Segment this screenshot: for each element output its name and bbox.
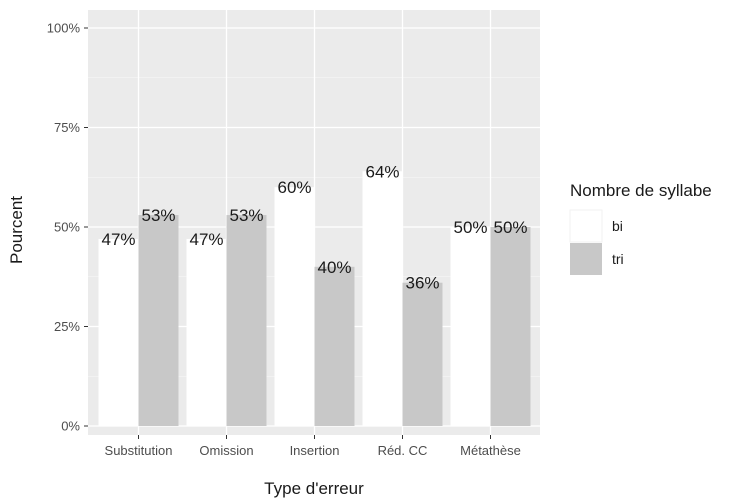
x-tick-label: Réd. CC <box>378 443 428 458</box>
y-axis-title: Pourcent <box>7 196 26 264</box>
data-label-tri: 53% <box>229 206 263 225</box>
x-tick-label: Insertion <box>290 443 340 458</box>
bar-tri <box>490 227 531 426</box>
bar-tri <box>138 215 179 426</box>
data-label-tri: 50% <box>493 218 527 237</box>
legend-label-bi: bi <box>612 218 623 234</box>
bar-bi <box>274 187 315 426</box>
x-axis-title: Type d'erreur <box>264 479 364 498</box>
bar-tri <box>314 266 355 426</box>
data-label-bi: 64% <box>365 162 399 181</box>
legend-key-tri <box>570 243 602 275</box>
y-tick-label: 0% <box>61 419 80 434</box>
bar-bi <box>362 171 403 426</box>
y-tick-label: 25% <box>54 319 80 334</box>
data-label-bi: 47% <box>189 230 223 249</box>
legend: Nombre de syllabe bi tri <box>569 181 712 275</box>
legend-key-bi <box>569 209 603 243</box>
legend-title: Nombre de syllabe <box>570 181 712 200</box>
bar-bi <box>186 238 227 426</box>
data-label-tri: 53% <box>141 206 175 225</box>
bars <box>98 171 531 426</box>
bar-bi <box>450 227 491 426</box>
x-axis: Substitution Omission Insertion Réd. CC Méta… <box>105 435 521 458</box>
y-tick-label: 75% <box>54 120 80 135</box>
x-tick-label: Omission <box>199 443 253 458</box>
legend-label-tri: tri <box>612 251 624 267</box>
bar-tri <box>402 282 443 426</box>
bar-tri <box>226 215 267 426</box>
data-label-bi: 50% <box>453 218 487 237</box>
data-label-bi: 60% <box>277 178 311 197</box>
x-tick-label: Métathèse <box>460 443 521 458</box>
y-tick-label: 50% <box>54 220 80 235</box>
y-axis: 0% 25% 50% 75% 100% <box>47 21 88 434</box>
data-label-tri: 40% <box>317 258 351 277</box>
data-label-tri: 36% <box>405 274 439 293</box>
y-tick-label: 100% <box>47 21 81 36</box>
x-tick-label: Substitution <box>105 443 173 458</box>
data-label-bi: 47% <box>101 230 135 249</box>
data-labels: 47% 53% 47% 53% 60% 40% 64% 36% 50% 50% <box>101 162 527 292</box>
bar-bi <box>98 238 139 426</box>
